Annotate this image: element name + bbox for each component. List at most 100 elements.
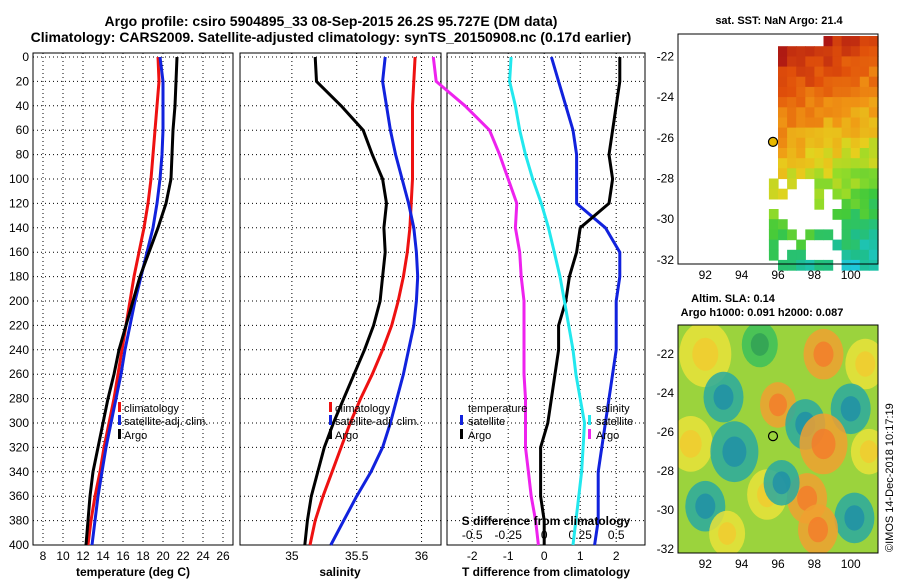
depth-tick-label: 340 (9, 465, 29, 479)
sst-map-cell (805, 86, 815, 98)
sst-map-cell (832, 127, 843, 139)
lat-tick-label: -22 (657, 347, 675, 361)
x-tick-label: 1 (577, 549, 584, 563)
sst-map-cell (778, 56, 788, 68)
sst-map-cell (823, 137, 834, 149)
lat-tick-label: -32 (657, 253, 675, 267)
series-line-satellite-adj-clim- (329, 56, 420, 546)
legend-swatch-s-satellite (588, 415, 591, 425)
sst-map-cell (814, 137, 825, 149)
sst-map-lon-ticks: 92 94 96 98 100 (699, 268, 861, 282)
x-tick-label: 24 (196, 549, 210, 563)
sst-map-cell (796, 66, 806, 78)
x-tick-label: 20 (156, 549, 170, 563)
sst-map-cell (778, 117, 788, 129)
series-line-satellite-adj-clim- (90, 56, 165, 546)
sst-map-cell (768, 188, 779, 200)
sst-map-cell (787, 127, 797, 139)
sst-map-cell (796, 127, 806, 139)
sst-map-cell (850, 137, 861, 149)
sst-map-cell (832, 107, 843, 119)
lon-tick-label: 92 (699, 268, 713, 282)
lat-tick-label: -28 (657, 172, 675, 186)
sst-map-cell (778, 86, 788, 98)
sst-map-cell (805, 137, 815, 149)
sst-map-cell (841, 219, 852, 230)
sst-map-cell (787, 158, 797, 169)
sst-map-cell (859, 209, 870, 220)
lat-tick-label: -28 (657, 464, 675, 478)
temperature-series (84, 56, 179, 546)
legend-label-argo: Argo (124, 430, 147, 442)
sst-map-cell (832, 188, 843, 200)
sst-map-cell (814, 56, 825, 68)
sst-map-cell (778, 76, 788, 88)
sst-map-cell (778, 229, 788, 241)
legend-label-satellite-adj: satellite-adj. clim. (124, 416, 208, 428)
difference-legend-temperature: temperature satellite Argo (460, 403, 527, 442)
lon-tick-label: 92 (699, 557, 713, 571)
depth-tick-label: 220 (9, 318, 29, 332)
legend-label-s-argo: Argo (596, 430, 619, 442)
sla-map-anomaly-field (678, 325, 878, 553)
depth-tick-label: 260 (9, 367, 29, 381)
salinity-x-ticks: 35 35.5 36 (285, 549, 428, 563)
legend-label-t-argo: Argo (468, 430, 491, 442)
sst-map-cell (796, 168, 806, 180)
sla-anomaly-core (679, 430, 702, 458)
sla-anomaly-core (844, 505, 865, 531)
sst-map-cell (778, 148, 788, 159)
sst-map-cell (859, 46, 870, 57)
sst-map-cell (768, 178, 779, 190)
legend-label-satellite-adj: satellite-adj. clim. (335, 416, 419, 428)
sst-map-cell (841, 249, 852, 261)
sst-map-cell (832, 239, 843, 251)
sst-map-cell (850, 117, 861, 129)
sst-map-cell (850, 198, 861, 210)
sst-map-cell (850, 46, 861, 57)
depth-tick-label: 140 (9, 221, 29, 235)
sst-map-cell (778, 188, 788, 200)
sst-map-cell (841, 229, 852, 241)
x-tick-label: 35 (285, 549, 299, 563)
sst-map-cell (823, 229, 834, 241)
sst-map-cell (823, 117, 834, 129)
sst-map-cell (850, 56, 861, 68)
difference-x-ticks: -2 -1 0 1 2-0.5 -0.25 0 0.25 0.5 (462, 528, 625, 563)
sst-map-cell (787, 56, 797, 68)
series-line-t-satellite (549, 56, 622, 546)
sla-anomaly-core (695, 493, 716, 519)
sst-map-cell (832, 56, 843, 68)
lon-tick-label: 94 (735, 268, 749, 282)
sst-map-cell (859, 97, 870, 108)
legend-label-argo: Argo (335, 430, 358, 442)
sst-map-cell (850, 229, 861, 241)
series-line-climatology (86, 56, 161, 546)
sst-map-cell (841, 148, 852, 159)
top-x-tick-label: 0.5 (608, 528, 625, 542)
sst-map-cell (841, 86, 852, 98)
sst-map-cell (859, 249, 870, 261)
sst-map-cell (859, 259, 870, 271)
sst-map-cell (832, 137, 843, 149)
lon-tick-label: 96 (771, 557, 785, 571)
sst-map-cell (787, 107, 797, 119)
sst-map-cell (868, 36, 879, 47)
sst-map-cell (850, 168, 861, 180)
sst-map-cell (832, 158, 843, 169)
imos-watermark: ©IMOS 14-Dec-2018 10:17:19 (884, 403, 896, 552)
series-line-argo (84, 56, 179, 546)
temperature-depth-ticks: 0 20 40 60 80 100 120 140 160 180 200 220 240 260 280 3… (9, 50, 29, 552)
lat-tick-label: -24 (657, 90, 675, 104)
sst-map-cell (868, 76, 879, 88)
sst-map-cell (841, 239, 852, 251)
sst-map-cell (814, 97, 825, 108)
top-x-tick-label: -0.5 (462, 528, 483, 542)
x-tick-label: 18 (136, 549, 150, 563)
lon-tick-label: 100 (841, 557, 861, 571)
sst-map-cell (859, 239, 870, 251)
sst-map-cell (787, 168, 797, 180)
sla-anomaly-core (811, 428, 836, 460)
sst-map-cell (796, 239, 806, 251)
sst-map-cell (814, 259, 825, 271)
